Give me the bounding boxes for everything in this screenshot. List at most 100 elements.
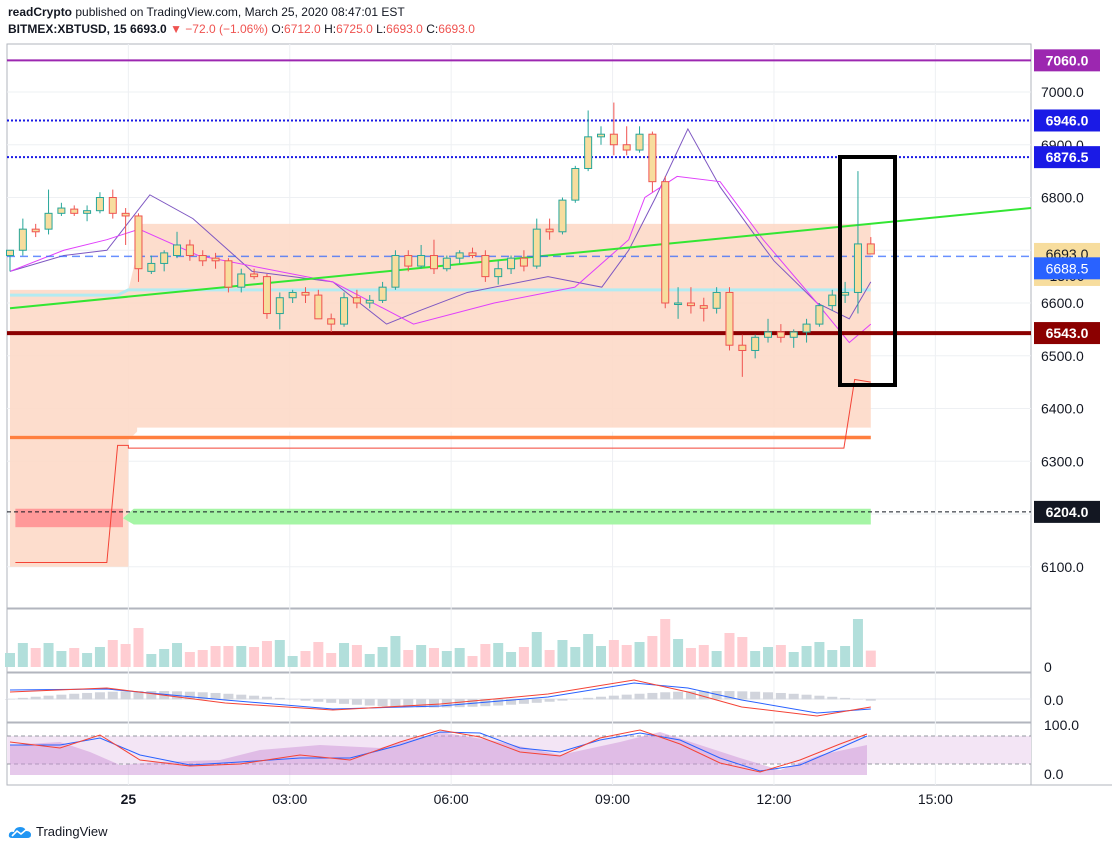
candle-body bbox=[468, 252, 477, 257]
x-tick-label: 25 bbox=[121, 791, 137, 807]
macd-hist-bar bbox=[261, 696, 272, 700]
volume-bar bbox=[865, 650, 876, 667]
macd-hist-bar bbox=[326, 699, 337, 703]
candle-body bbox=[288, 291, 297, 299]
volume-bar bbox=[261, 641, 272, 667]
volume-bar bbox=[698, 645, 709, 667]
volume-bar bbox=[249, 647, 260, 667]
candle-body bbox=[160, 252, 169, 264]
macd-hist-bar bbox=[313, 699, 324, 702]
candle-body bbox=[866, 243, 875, 255]
candle-body bbox=[301, 291, 310, 296]
candle-body bbox=[57, 207, 66, 214]
volume-bar bbox=[801, 646, 812, 667]
candle-body bbox=[173, 244, 182, 257]
volume-bar bbox=[17, 643, 28, 667]
candle-body bbox=[481, 255, 490, 278]
macd-hist-bar bbox=[428, 699, 439, 708]
open-label: O: bbox=[271, 22, 285, 36]
x-tick-label: 09:00 bbox=[595, 791, 630, 807]
volume-bar bbox=[840, 646, 851, 667]
volume-bar bbox=[428, 648, 439, 667]
volume-bar bbox=[146, 654, 157, 667]
candle-body bbox=[198, 255, 207, 262]
candle-body bbox=[455, 252, 464, 259]
macd-axis-label: 0.0 bbox=[1044, 692, 1064, 708]
candle-body bbox=[352, 297, 361, 304]
volume-bar bbox=[827, 650, 838, 667]
low-value: 6693.0 bbox=[386, 22, 423, 36]
volume-bar bbox=[69, 648, 80, 667]
ma-line-magenta bbox=[9, 175, 872, 344]
volume-bar bbox=[43, 643, 54, 667]
volume-axis-label: 0 bbox=[1044, 659, 1052, 675]
candle-body bbox=[404, 255, 413, 267]
macd-hist-bar bbox=[223, 693, 234, 700]
candle-body bbox=[70, 208, 79, 214]
volume-bar bbox=[531, 632, 542, 667]
volume-bar bbox=[660, 619, 671, 667]
candle-body bbox=[314, 294, 323, 320]
volume-bar bbox=[94, 647, 105, 667]
volume-bar bbox=[390, 636, 401, 667]
red-strip bbox=[15, 508, 123, 528]
volume-bar bbox=[544, 650, 555, 667]
candle-body bbox=[185, 244, 194, 257]
y-tick-label: 7000.0 bbox=[1041, 84, 1084, 100]
candle-body bbox=[841, 291, 850, 296]
macd-hist-bar bbox=[724, 691, 735, 700]
candle-body bbox=[224, 260, 233, 288]
volume-bar bbox=[493, 643, 504, 667]
dashed-level-label-bg bbox=[1034, 257, 1100, 280]
volume-bar bbox=[377, 647, 388, 667]
change-value: ▼ −72.0 (−1.06%) bbox=[170, 22, 269, 36]
volume-bar bbox=[621, 645, 632, 667]
x-tick-label: 12:00 bbox=[756, 791, 791, 807]
y-tick-label: 6100.0 bbox=[1041, 559, 1084, 575]
stoch-k-line bbox=[10, 731, 868, 772]
volume-bar bbox=[339, 643, 350, 667]
macd-hist-bar bbox=[236, 694, 247, 700]
tradingview-logo[interactable]: TradingView bbox=[8, 824, 108, 839]
macd-hist-bar bbox=[506, 699, 517, 705]
candle-body bbox=[44, 212, 53, 230]
publisher-name[interactable]: readCrypto bbox=[8, 5, 73, 19]
tradingview-cloud-icon bbox=[8, 826, 32, 838]
macd-hist-bar bbox=[570, 698, 581, 700]
y-tick-label: 6500.0 bbox=[1041, 348, 1084, 364]
candle-body bbox=[686, 302, 695, 307]
candle-body bbox=[275, 297, 284, 315]
macd-hist-bar bbox=[711, 691, 722, 700]
stoch-bottom-label: 0.0 bbox=[1044, 766, 1064, 782]
macd-hist-bar bbox=[5, 699, 15, 700]
macd-hist-bar bbox=[685, 691, 696, 700]
volume-bar bbox=[763, 647, 774, 667]
candle-body bbox=[429, 255, 438, 270]
macd-hist-bar bbox=[339, 699, 350, 704]
macd-hist-bar bbox=[595, 696, 606, 700]
volume-bar bbox=[210, 646, 221, 667]
macd-hist-bar bbox=[197, 692, 208, 700]
candle-body bbox=[494, 268, 503, 278]
candle-body bbox=[519, 257, 528, 267]
macd-hist-bar bbox=[364, 699, 375, 706]
black-level-label-bg bbox=[1034, 500, 1100, 523]
macd-hist-bar bbox=[518, 699, 529, 704]
ma-line-blue bbox=[9, 127, 872, 325]
volume-bar bbox=[274, 640, 285, 667]
candle-body bbox=[622, 144, 631, 151]
x-tick-label: 03:00 bbox=[272, 791, 307, 807]
purple-level-label: 7060.0 bbox=[1046, 52, 1089, 68]
volume-bar bbox=[595, 646, 606, 667]
volume-bar bbox=[326, 653, 337, 667]
blue-lower-label: 6876.5 bbox=[1046, 149, 1089, 165]
candle-body bbox=[751, 336, 760, 351]
volume-bar bbox=[775, 645, 786, 667]
candle-body bbox=[237, 273, 246, 288]
macd-hist-bar bbox=[814, 695, 825, 700]
dashed-level-label: 6688.5 bbox=[1046, 260, 1089, 276]
macd-hist-bar bbox=[583, 697, 594, 700]
candle-body bbox=[134, 215, 143, 270]
blue-upper-label: 6946.0 bbox=[1046, 112, 1089, 128]
